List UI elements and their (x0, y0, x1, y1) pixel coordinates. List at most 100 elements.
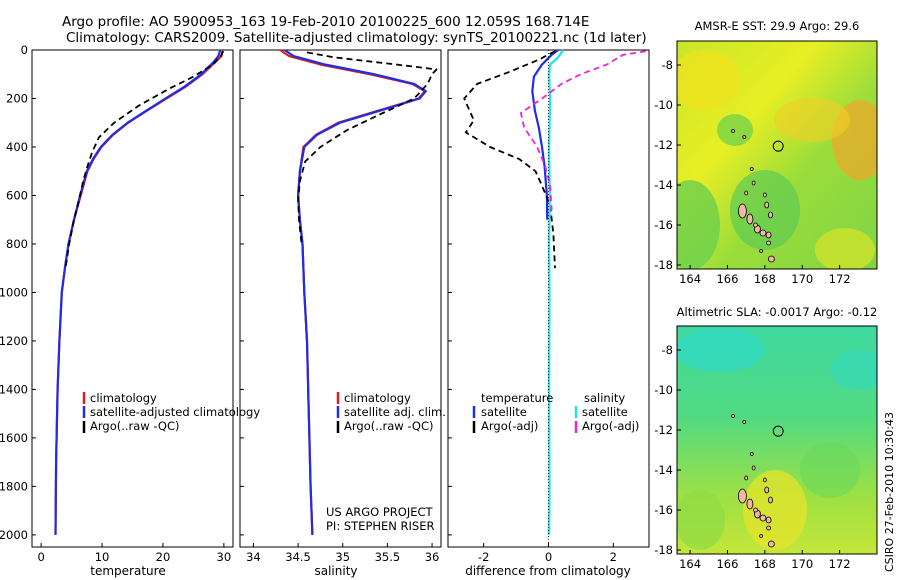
island-shape (768, 211, 773, 219)
island-shape (767, 540, 775, 548)
series-line-temperature-argo-adj (463, 50, 556, 269)
sst-islands (731, 129, 775, 263)
lon-tick-label: 166 (716, 557, 738, 571)
depth-tick-label: 0 (21, 43, 28, 57)
depth-tick-label: 1400 (0, 382, 28, 396)
legend-label-climatology: climatology (90, 391, 157, 405)
island-shape (746, 213, 754, 225)
island-shape (759, 249, 764, 253)
legend-label-argo: Argo(..raw -QC) (344, 419, 434, 433)
sla-mid-patch (800, 442, 860, 498)
island-shape (738, 488, 747, 504)
x-tick-label: 36 (425, 550, 440, 564)
lat-tick-label: -18 (654, 258, 673, 272)
legend-label-sal-argo: Argo(-adj) (582, 419, 639, 433)
island-shape (746, 498, 754, 510)
sst-argo-position-marker (772, 140, 784, 152)
island-shape (766, 525, 771, 531)
depth-tick-label: 1200 (0, 334, 28, 348)
island-shape (759, 229, 767, 237)
difference-xlabel: difference from climatology (465, 564, 631, 578)
lat-tick-label: -16 (654, 218, 673, 232)
island-shape (744, 190, 749, 196)
island-shape (749, 452, 754, 456)
legend-label-temp-satellite: satellite (481, 405, 527, 419)
temperature-panel-frame (31, 49, 234, 548)
salinity-plot: 34 34.5 35 35.5 36 (246, 49, 440, 564)
lat-tick-label: -16 (654, 503, 673, 517)
island-shape (762, 477, 767, 483)
x-tick-label: 35 (335, 550, 350, 564)
sla-map-frame (676, 325, 878, 555)
island-shape (753, 222, 758, 228)
depth-tick-label: 200 (6, 91, 28, 105)
sst-map-axes: 164 166 168 170 172 -8 -10 -12 -14 -16 -18 (654, 58, 850, 286)
depth-tick-label: 1000 (0, 285, 28, 299)
temperature-xlabel: temperature (90, 564, 165, 578)
island-shape (751, 180, 756, 186)
sla-high-patch (677, 328, 765, 372)
island-shape (742, 135, 747, 139)
legend-header-temperature: temperature (481, 391, 553, 405)
depth-axis: 0 200 400 600 800 1000 1200 1400 1600 1800 2000 (0, 43, 452, 542)
series-line-argo-raw-qc (64, 50, 225, 269)
salinity-xlabel: salinity (314, 564, 357, 578)
difference-plot: -2 0 2 (463, 49, 646, 564)
series-line-argo-raw-qc (297, 51, 438, 245)
sst-warm-patch (677, 50, 740, 110)
x-tick-label: 20 (156, 550, 171, 564)
island-shape (767, 255, 775, 263)
x-tick-label: 35.5 (375, 550, 401, 564)
lon-tick-label: 168 (754, 557, 776, 571)
lat-tick-label: -8 (662, 343, 673, 357)
island-shape (759, 514, 767, 522)
lat-tick-label: -12 (654, 138, 673, 152)
legend-label-argo: Argo(..raw -QC) (90, 419, 180, 433)
lon-tick-label: 170 (791, 272, 813, 286)
series-line-salinity-satellite (547, 49, 565, 535)
depth-tick-label: 2000 (0, 528, 28, 542)
island-shape (766, 240, 771, 246)
difference-legend: temperature salinity satellite Argo(-adj… (472, 391, 639, 433)
legend-label-satellite: satellite adj. clim. (344, 405, 446, 419)
series-line-salinity-argo-adj (520, 50, 646, 211)
lat-tick-label: -14 (654, 463, 673, 477)
island-shape (765, 516, 772, 524)
lon-tick-label: 172 (829, 272, 851, 286)
lat-tick-label: -14 (654, 178, 673, 192)
sla-low-patch (677, 490, 725, 550)
legend-label-satellite: satellite-adjusted climatology (90, 405, 260, 419)
lon-tick-label: 170 (791, 557, 813, 571)
temperature-plot: 0 10 20 30 (37, 49, 231, 564)
temperature-legend: climatology satellite-adjusted climatolo… (82, 391, 260, 433)
sla-map (677, 326, 877, 554)
island-shape (731, 129, 735, 133)
sla-high-patch (830, 350, 877, 390)
depth-tick-label: 800 (6, 237, 28, 251)
lat-tick-label: -10 (654, 98, 673, 112)
legend-label-climatology: climatology (344, 391, 411, 405)
salinity-legend: climatology satellite adj. clim. Argo(..… (336, 391, 446, 433)
lon-tick-label: 164 (679, 557, 701, 571)
sst-map-title: AMSR-E SST: 29.9 Argo: 29.6 (695, 19, 860, 33)
island-shape (764, 486, 770, 494)
lon-tick-label: 168 (754, 272, 776, 286)
series-line-climatology (279, 49, 426, 535)
depth-tick-label: 1800 (0, 479, 28, 493)
depth-tick-label: 1600 (0, 431, 28, 445)
project-annotation: US ARGO PROJECT (326, 505, 434, 519)
island-shape (753, 507, 758, 513)
lon-tick-label: 164 (679, 272, 701, 286)
x-tick-label: -2 (478, 550, 489, 564)
lon-tick-label: 172 (829, 557, 851, 571)
pi-annotation: PI: STEPHEN RISER (326, 519, 435, 533)
island-shape (762, 192, 767, 198)
island-shape (742, 420, 747, 424)
island-shape (749, 167, 754, 171)
legend-label-sal-satellite: satellite (582, 405, 628, 419)
figure-title-line1: Argo profile: AO 5900953_163 19-Feb-2010… (62, 14, 589, 30)
island-shape (764, 201, 770, 209)
sst-warm-patch (815, 228, 875, 269)
sla-map-axes: 164 166 168 170 172 -8 -10 -12 -14 -16 -18 (654, 343, 850, 571)
